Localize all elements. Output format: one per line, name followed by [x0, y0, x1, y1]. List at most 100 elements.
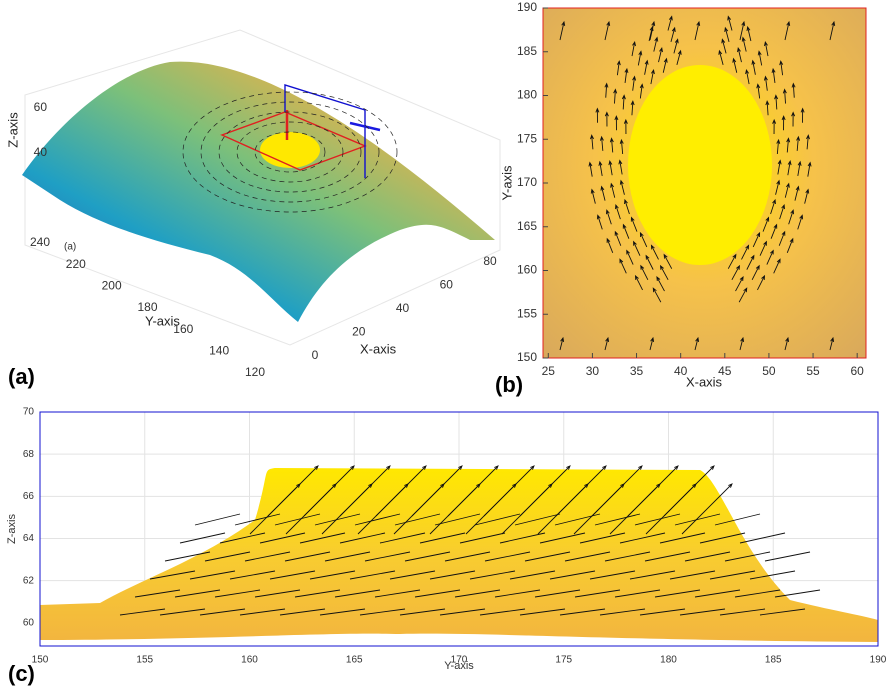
arrow [734, 589, 781, 598]
x-tick-label: 55 [806, 364, 820, 378]
arrow [599, 135, 604, 151]
arrow [622, 223, 630, 239]
y-tick-label: 170 [517, 175, 537, 189]
arrow [274, 513, 321, 526]
arrow [379, 532, 426, 544]
arrow [737, 47, 742, 63]
arrow [419, 532, 466, 544]
arrow [399, 608, 446, 616]
arrow [234, 513, 281, 526]
x-tick-label: 40 [396, 301, 410, 315]
arrow [796, 135, 801, 151]
arrow [605, 209, 612, 225]
x-axis-label: Y-axis [444, 660, 474, 672]
arrow [334, 589, 381, 598]
arrow [624, 198, 630, 215]
arrow [627, 465, 679, 517]
arrow [199, 608, 246, 616]
arrow [555, 465, 607, 517]
arrow [414, 589, 461, 598]
arrow [741, 244, 750, 260]
panel-c-plot [40, 412, 878, 646]
arrow [349, 570, 396, 580]
arrow [724, 26, 730, 43]
arrow [483, 465, 535, 517]
arrow [674, 513, 721, 526]
panel-label: (c) [8, 661, 35, 686]
arrow [630, 100, 635, 116]
arrow [681, 483, 733, 535]
y-tick-label: 180 [517, 88, 537, 102]
arrow [269, 570, 316, 580]
arrow [804, 188, 810, 204]
arrow [762, 216, 770, 232]
y-tick-label: 175 [517, 131, 537, 145]
arrow [773, 258, 781, 274]
y-tick-label: 150 [517, 350, 537, 364]
arrow [764, 40, 769, 57]
arrow [806, 134, 810, 150]
arrow [694, 20, 701, 41]
arrow [194, 513, 241, 526]
arrow [606, 237, 614, 254]
arrow [749, 570, 796, 580]
panel-label: (a) [8, 364, 35, 389]
arrow [791, 82, 796, 98]
arrow [774, 589, 821, 598]
z-axis-label: Z-axis [5, 112, 20, 148]
arrow [763, 75, 768, 91]
arrow [219, 532, 266, 544]
arrow [797, 214, 804, 230]
arrow [765, 100, 770, 116]
arrow [634, 513, 681, 526]
arrow [778, 230, 786, 246]
arrow [239, 608, 286, 616]
arrow [447, 465, 499, 517]
arrow [774, 94, 779, 110]
arrow [759, 240, 767, 256]
arrow [179, 532, 226, 544]
arrow [554, 513, 601, 526]
arrow [714, 513, 761, 526]
x-tick-label: 0 [312, 348, 319, 362]
x-tick-label: 150 [32, 655, 49, 666]
arrow [389, 570, 436, 580]
arrow [474, 513, 521, 526]
arrow [479, 608, 526, 616]
arrow [639, 83, 644, 99]
arrow [604, 82, 609, 98]
contour [200, 101, 380, 203]
arrow [779, 204, 785, 220]
arrow [616, 60, 621, 76]
blue-box [284, 84, 366, 178]
arrow [279, 608, 326, 616]
arrow [324, 551, 371, 562]
arrow [610, 182, 616, 198]
contour [218, 111, 362, 193]
arrow [539, 532, 586, 544]
arrow [309, 570, 356, 580]
arrow [788, 209, 795, 225]
x-tick-label: 60 [850, 364, 864, 378]
arrow [619, 138, 624, 155]
arrow [590, 134, 594, 150]
arrow [214, 589, 261, 598]
arrow [732, 57, 738, 73]
arrow [319, 608, 366, 616]
arrow [679, 608, 726, 616]
arrow [699, 532, 746, 544]
arrow [454, 589, 501, 598]
arrow [663, 253, 673, 269]
arrow [598, 160, 603, 176]
arrow [618, 159, 623, 175]
arrow [650, 244, 659, 260]
y-tick-label: 165 [517, 219, 537, 233]
x-tick-label: 80 [483, 254, 497, 268]
arrow [164, 551, 211, 562]
arrow [735, 276, 744, 292]
arrow [659, 264, 669, 281]
arrow [549, 570, 596, 580]
arrow [559, 336, 565, 351]
arrow [375, 465, 427, 517]
x-tick-label: 185 [765, 655, 782, 666]
